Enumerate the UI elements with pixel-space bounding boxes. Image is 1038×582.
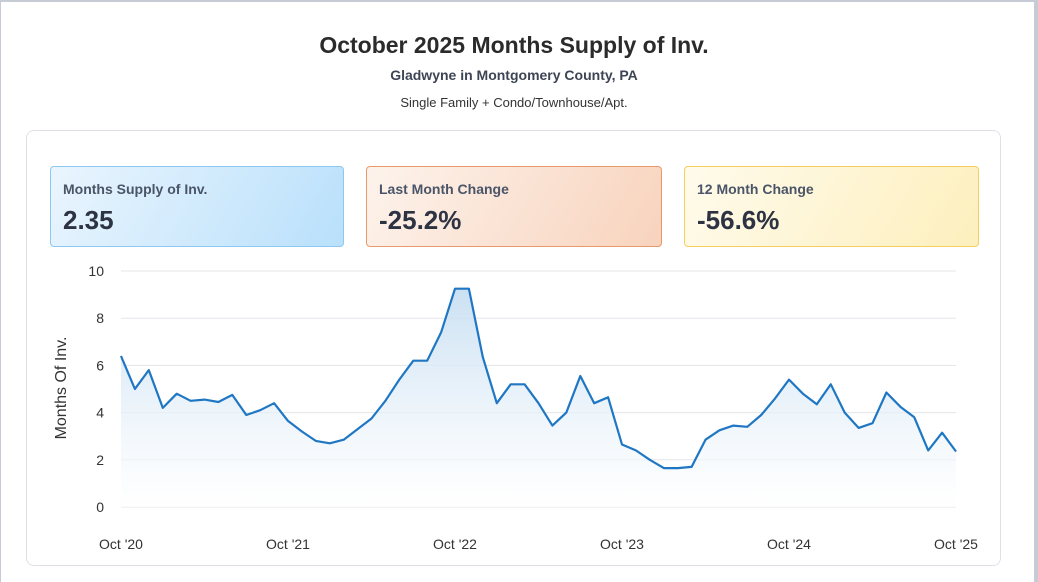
series-area [121,288,956,507]
kpi-value: 2.35 [63,205,114,235]
kpi-12-month-change: 12 Month Change -56.6% [684,166,979,247]
x-tick-label: Oct '25 [934,536,978,552]
x-tick-label: Oct '22 [433,536,477,552]
y-tick-label: 6 [96,357,104,373]
x-tick-label: Oct '20 [99,536,143,552]
location-subtitle: Gladwyne in Montgomery County, PA [390,67,638,83]
y-axis-label: Months Of Inv. [53,337,70,440]
y-tick-label: 2 [96,452,104,468]
x-tick-label: Oct '23 [600,536,644,552]
y-tick-label: 4 [96,405,104,421]
x-tick-label: Oct '24 [767,536,811,552]
kpi-value: -56.6% [697,205,780,235]
kpi-label: 12 Month Change [697,181,814,197]
x-tick-label: Oct '21 [266,536,310,552]
kpi-value: -25.2% [379,205,462,235]
y-tick-label: 0 [96,499,104,515]
kpi-label: Months Supply of Inv. [63,181,208,197]
property-types-label: Single Family + Condo/Townhouse/Apt. [400,95,628,110]
page-title: October 2025 Months Supply of Inv. [319,32,709,58]
series-line [119,287,957,470]
kpi-months-supply: Months Supply of Inv. 2.35 [50,166,344,247]
kpi-last-month-change: Last Month Change -25.2% [366,166,662,247]
y-tick-label: 8 [96,310,104,326]
y-tick-label: 10 [88,263,104,279]
kpi-label: Last Month Change [379,181,509,197]
